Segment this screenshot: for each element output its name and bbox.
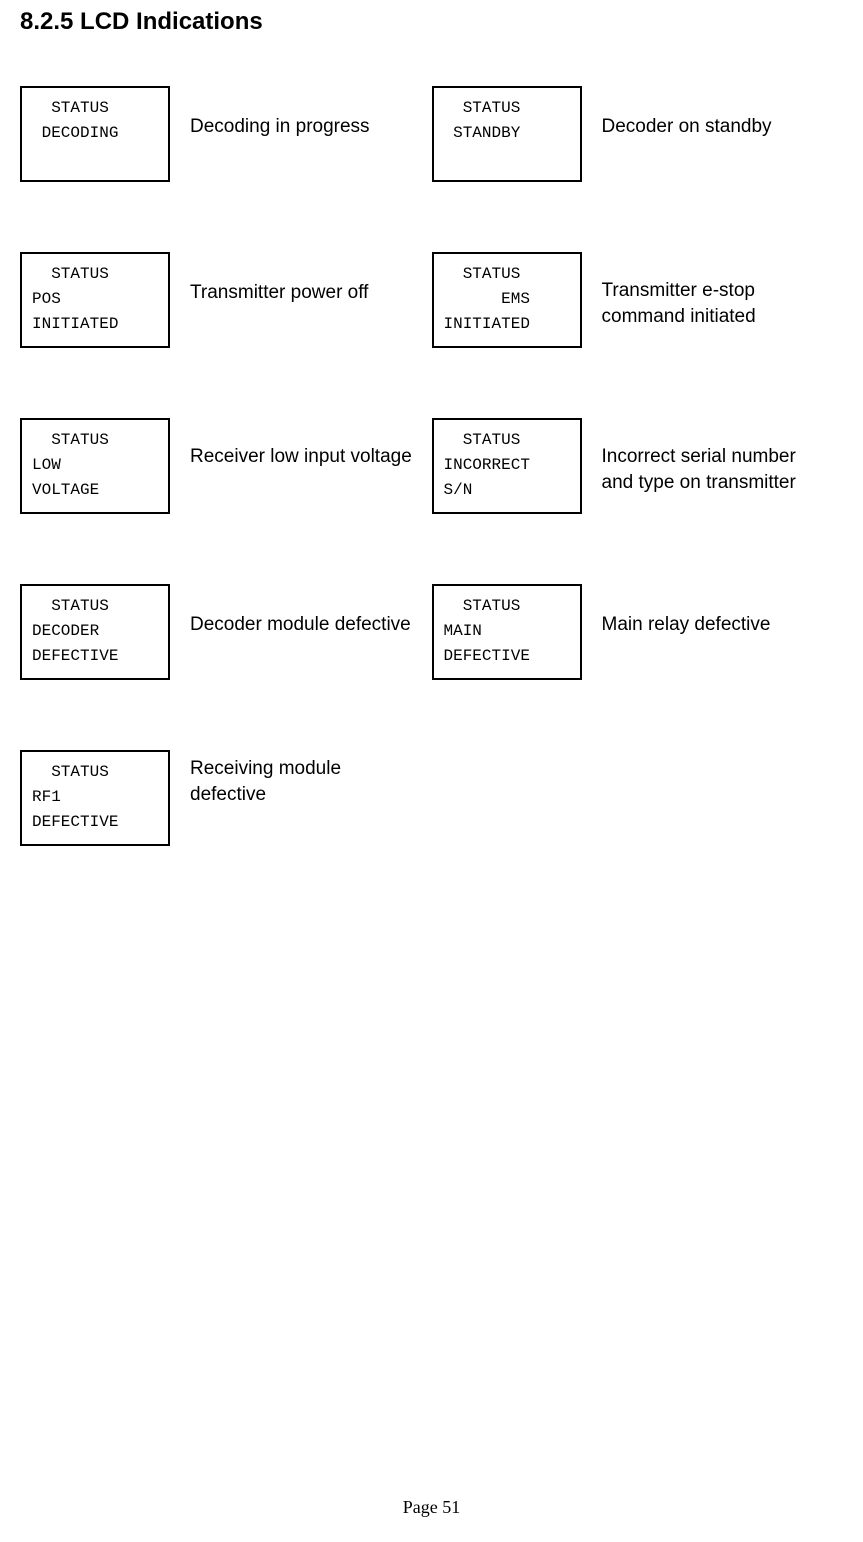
description: Main relay defective bbox=[602, 584, 771, 638]
lcd-box: STATUS EMS INITIATED bbox=[432, 252, 582, 348]
row: STATUS DECODER DEFECTIVE Decoder module … bbox=[20, 584, 843, 680]
description: Transmitter e-stop command initiated bbox=[602, 252, 832, 329]
description: Receiving module defective bbox=[190, 750, 420, 807]
page: 8.2.5 LCD Indications STATUS DECODING De… bbox=[0, 8, 863, 1542]
lcd-box: STATUS RF1 DEFECTIVE bbox=[20, 750, 170, 846]
lcd-box: STATUS STANDBY bbox=[432, 86, 582, 182]
description: Receiver low input voltage bbox=[190, 418, 412, 470]
indication-pair: STATUS RF1 DEFECTIVE Receiving module de… bbox=[20, 750, 432, 846]
indication-pair: STATUS STANDBY Decoder on standby bbox=[432, 86, 844, 182]
indication-pair: STATUS LOW VOLTAGE Receiver low input vo… bbox=[20, 418, 432, 514]
section-title: 8.2.5 LCD Indications bbox=[20, 8, 843, 36]
description: Transmitter power off bbox=[190, 252, 368, 306]
row: STATUS RF1 DEFECTIVE Receiving module de… bbox=[20, 750, 843, 846]
row: STATUS LOW VOLTAGE Receiver low input vo… bbox=[20, 418, 843, 514]
indication-pair: STATUS DECODER DEFECTIVE Decoder module … bbox=[20, 584, 432, 680]
row: STATUS POS INITIATED Transmitter power o… bbox=[20, 252, 843, 348]
lcd-box: STATUS DECODER DEFECTIVE bbox=[20, 584, 170, 680]
indication-pair: STATUS POS INITIATED Transmitter power o… bbox=[20, 252, 432, 348]
lcd-box: STATUS MAIN DEFECTIVE bbox=[432, 584, 582, 680]
lcd-box: STATUS INCORRECT S/N bbox=[432, 418, 582, 514]
lcd-box: STATUS POS INITIATED bbox=[20, 252, 170, 348]
description: Decoding in progress bbox=[190, 86, 370, 140]
lcd-box: STATUS DECODING bbox=[20, 86, 170, 182]
row: STATUS DECODING Decoding in progress STA… bbox=[20, 86, 843, 182]
indication-pair: STATUS DECODING Decoding in progress bbox=[20, 86, 432, 182]
indication-pair: STATUS EMS INITIATED Transmitter e-stop … bbox=[432, 252, 844, 348]
lcd-box: STATUS LOW VOLTAGE bbox=[20, 418, 170, 514]
description: Incorrect serial number and type on tran… bbox=[602, 418, 832, 495]
description: Decoder module defective bbox=[190, 584, 411, 638]
page-number: Page 51 bbox=[0, 1497, 863, 1518]
indication-pair: STATUS MAIN DEFECTIVE Main relay defecti… bbox=[432, 584, 844, 680]
indication-pair: STATUS INCORRECT S/N Incorrect serial nu… bbox=[432, 418, 844, 514]
description: Decoder on standby bbox=[602, 86, 772, 140]
